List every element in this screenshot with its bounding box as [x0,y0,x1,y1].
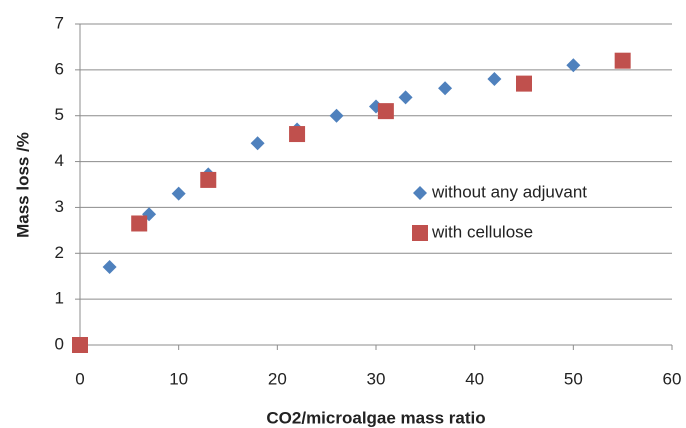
x-tick-label: 40 [465,369,484,388]
legend-label: with cellulose [431,222,533,241]
x-tick-label: 30 [367,369,386,388]
x-tick-label: 50 [564,369,583,388]
y-tick-label: 3 [55,197,64,216]
data-point [398,90,413,105]
y-tick-label: 7 [55,13,64,32]
data-point [289,126,306,143]
y-tick-label: 5 [55,105,64,124]
data-point [377,103,394,120]
y-tick-label: 6 [55,59,64,78]
data-point [102,260,117,275]
data-point [72,337,88,353]
data-point [516,75,532,92]
data-point [171,186,186,201]
data-point [487,72,502,87]
data-point [566,58,581,73]
x-tick-label: 0 [75,369,84,388]
legend-marker [412,225,428,241]
legend-marker [413,186,427,200]
data-point [614,52,631,69]
data-point [200,171,217,188]
y-axis-title: Mass loss /% [13,132,32,238]
y-tick-label: 2 [55,243,64,262]
y-tick-label: 1 [55,289,64,308]
legend-label: without any adjuvant [431,182,587,201]
x-axis-title: CO2/microalgae mass ratio [266,408,485,427]
y-tick-label: 0 [55,334,64,353]
x-tick-label: 20 [268,369,287,388]
data-point [438,81,453,96]
data-point [131,215,148,232]
x-tick-label: 60 [663,369,682,388]
data-point [329,108,344,123]
data-point [250,136,265,151]
x-tick-label: 10 [169,369,188,388]
y-tick-label: 4 [55,151,64,170]
